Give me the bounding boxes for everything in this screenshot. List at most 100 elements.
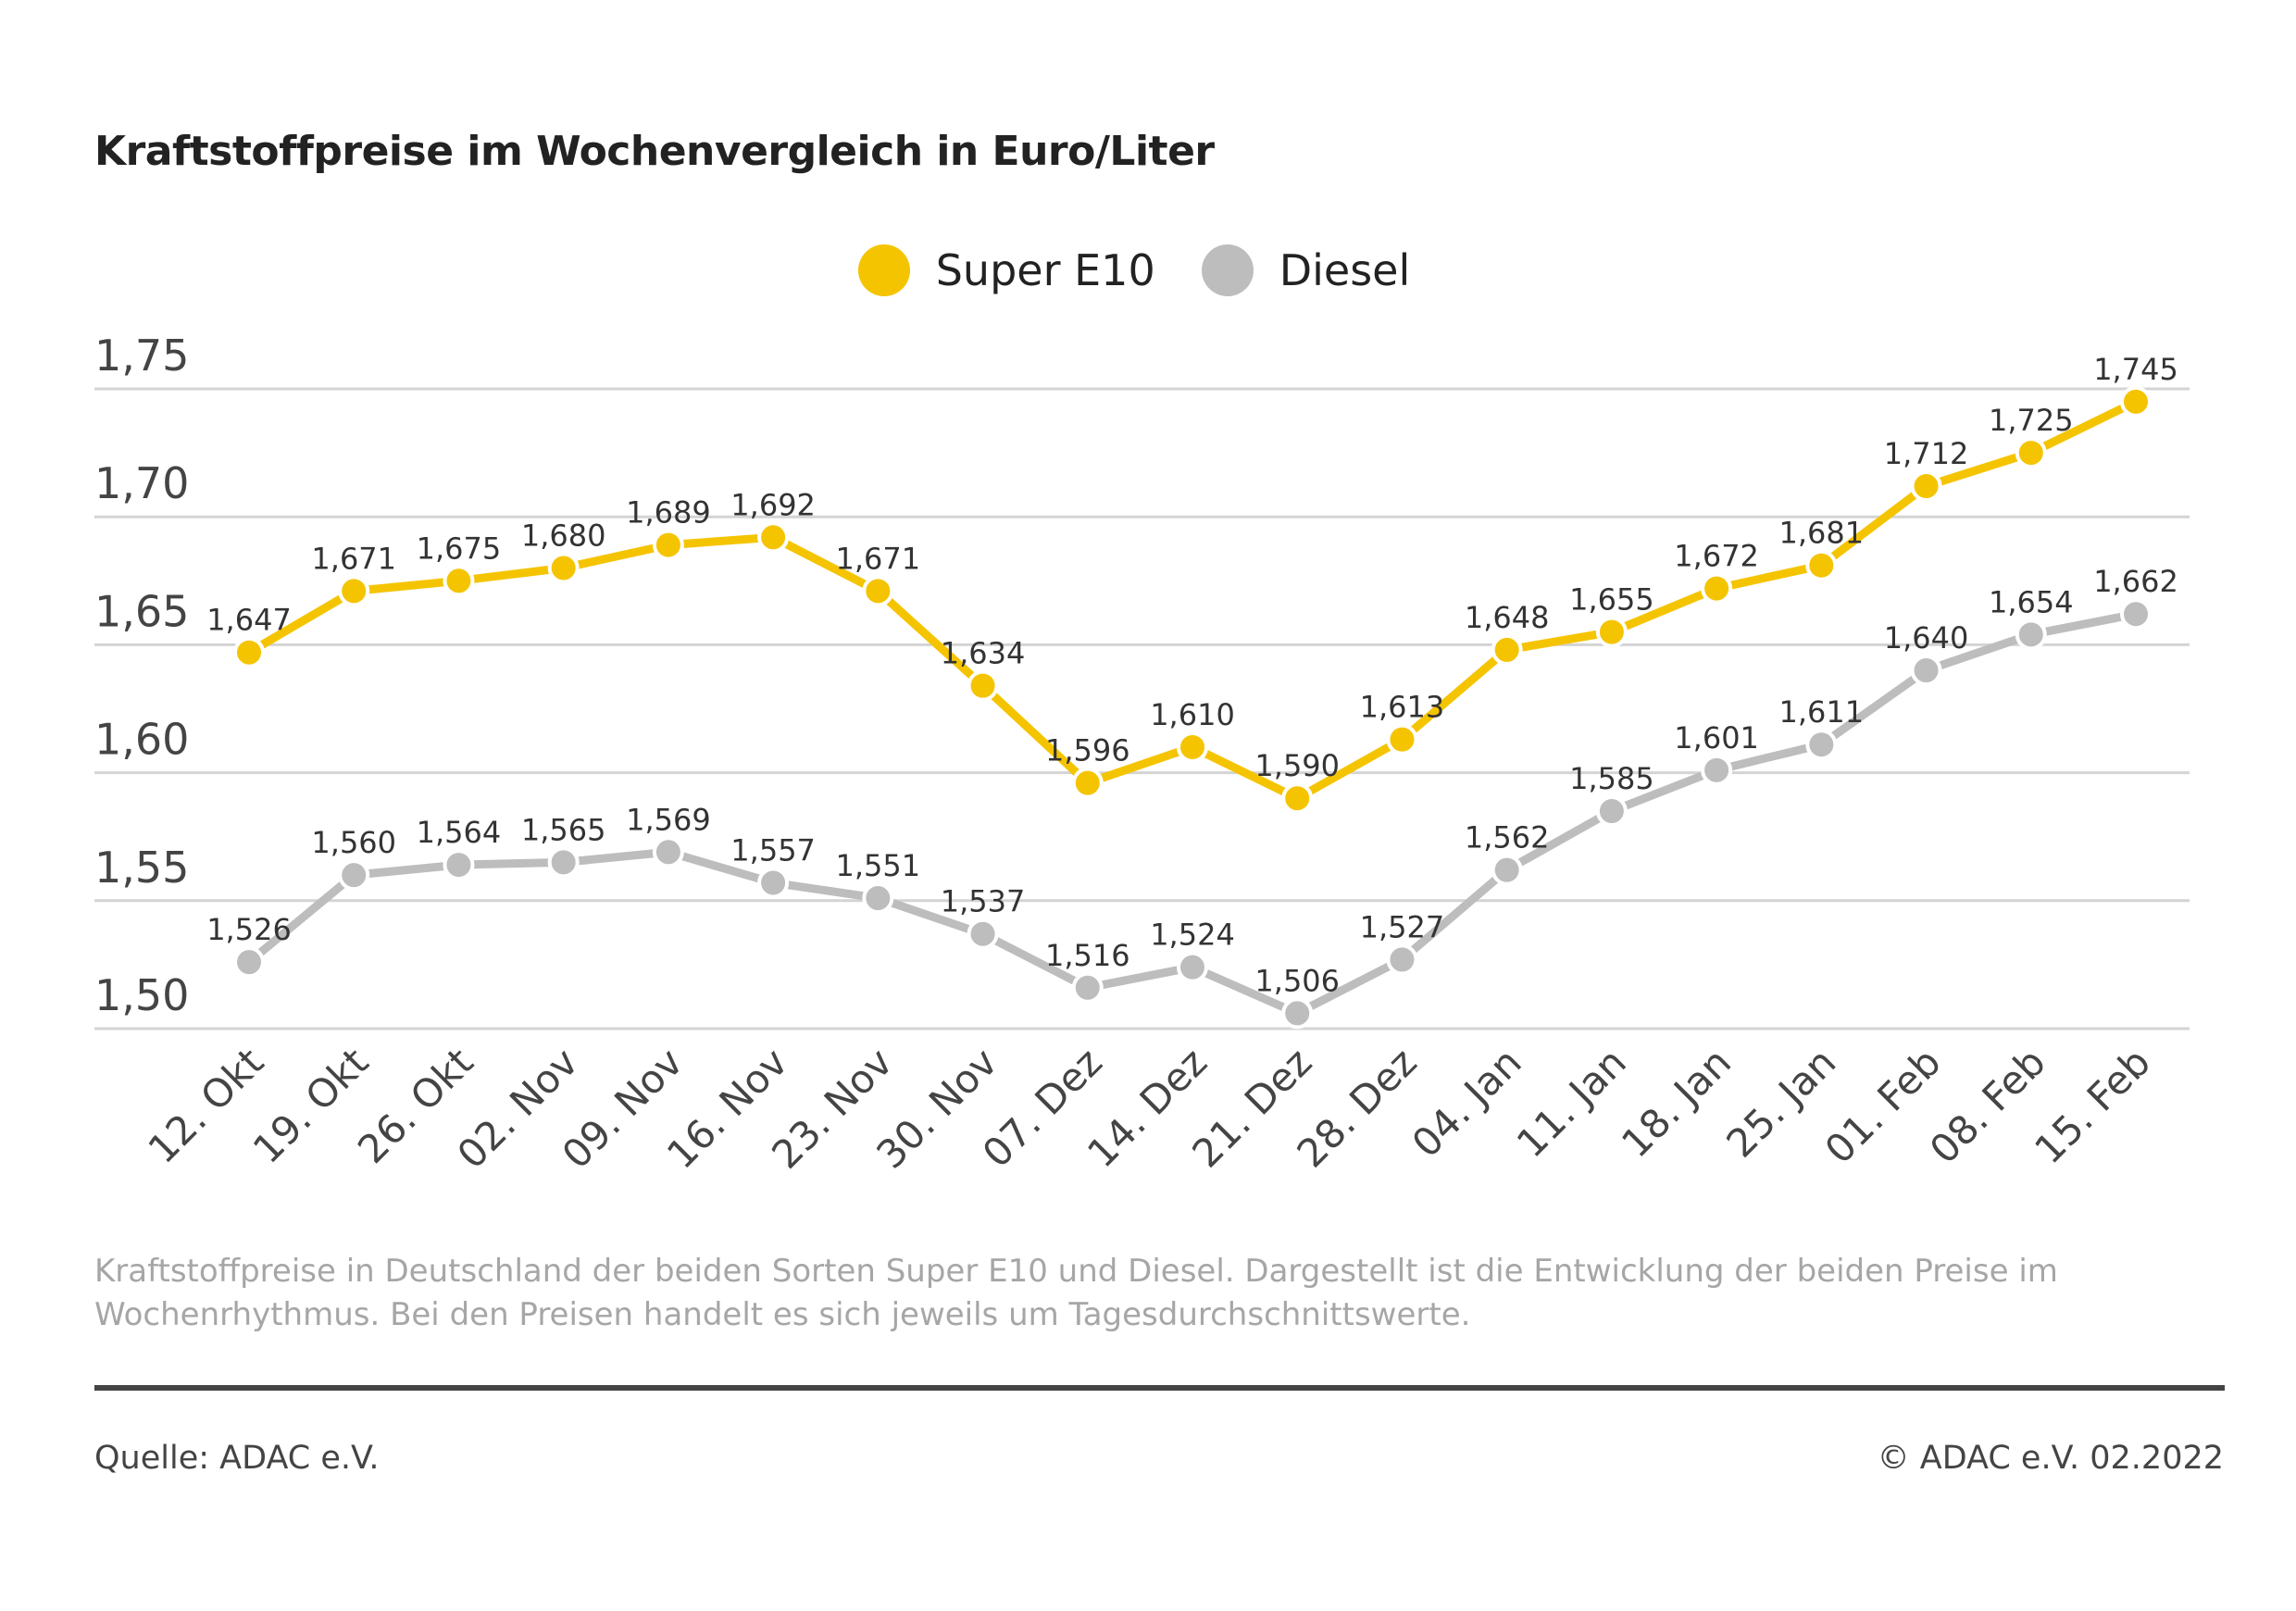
- data-point: [233, 636, 265, 668]
- data-label: 1,671: [836, 541, 921, 576]
- data-label: 1,562: [1465, 820, 1550, 855]
- data-label: 1,526: [206, 912, 292, 947]
- data-point: [1071, 767, 1104, 799]
- data-point: [443, 849, 475, 881]
- data-point: [1910, 655, 1942, 687]
- data-point: [1177, 951, 1208, 983]
- y-tick-label: 1,50: [94, 970, 189, 1020]
- data-label: 1,680: [521, 518, 606, 553]
- data-point: [967, 918, 999, 950]
- data-point: [652, 836, 684, 868]
- data-label: 1,560: [311, 825, 396, 860]
- data-point: [2120, 598, 2152, 631]
- data-label: 1,610: [1150, 697, 1235, 732]
- data-label: 1,524: [1150, 918, 1235, 953]
- data-point: [1701, 754, 1733, 786]
- data-label: 1,537: [941, 884, 1026, 919]
- data-label: 1,671: [311, 541, 396, 576]
- data-point: [2015, 618, 2047, 651]
- x-tick-label: 15. Feb: [2026, 1039, 2159, 1172]
- data-point: [1805, 549, 1838, 581]
- y-tick-label: 1,55: [94, 843, 189, 893]
- data-label: 1,557: [730, 832, 816, 868]
- footnote: Kraftstoffpreise in Deutschland der beid…: [94, 1253, 2058, 1333]
- data-label: 1,712: [1884, 436, 1969, 471]
- x-tick-label: 01. Feb: [1816, 1039, 1950, 1172]
- x-tick-label: 11. Jan: [1508, 1039, 1635, 1166]
- data-label: 1,662: [2093, 564, 2178, 599]
- data-point: [1701, 572, 1733, 605]
- legend-item-super-e10: Super E10: [857, 244, 1155, 296]
- data-point: [1910, 470, 1942, 503]
- data-point: [443, 565, 475, 597]
- data-point: [1491, 633, 1523, 666]
- legend-item-diesel: Diesel: [1201, 244, 1411, 296]
- divider: [94, 1385, 2225, 1391]
- data-point: [2015, 437, 2047, 469]
- x-tick-label: 08. Feb: [1921, 1039, 2054, 1172]
- data-point: [1386, 943, 1418, 976]
- data-point: [967, 669, 999, 702]
- data-point: [1595, 616, 1628, 648]
- data-label: 1,569: [626, 802, 711, 837]
- data-point: [547, 552, 580, 584]
- data-label: 1,655: [1569, 582, 1654, 618]
- data-label: 1,675: [417, 531, 502, 566]
- data-point: [338, 859, 370, 892]
- data-point: [1177, 731, 1208, 763]
- data-point: [2120, 385, 2152, 418]
- data-point: [757, 867, 790, 899]
- data-label: 1,601: [1674, 720, 1759, 756]
- x-tick-label: 04. Jan: [1404, 1039, 1530, 1166]
- data-point: [862, 882, 894, 915]
- data-label: 1,516: [1045, 938, 1130, 973]
- data-label: 1,565: [521, 812, 606, 847]
- data-label: 1,648: [1465, 600, 1550, 635]
- data-point: [1386, 723, 1418, 756]
- data-label: 1,692: [730, 487, 816, 522]
- legend-dot-diesel: [1201, 244, 1254, 296]
- legend-label-super-e10: Super E10: [935, 245, 1155, 295]
- data-point: [652, 529, 684, 561]
- data-point: [1281, 997, 1314, 1030]
- data-label: 1,654: [1989, 584, 2074, 619]
- data-point: [862, 575, 894, 607]
- legend: Super E10 Diesel: [0, 244, 2296, 296]
- source: Quelle: ADAC e.V.: [94, 1440, 380, 1477]
- data-label: 1,506: [1254, 963, 1340, 998]
- data-point: [1595, 795, 1628, 828]
- data-label: 1,590: [1254, 748, 1340, 783]
- x-tick-label: 19. Okt: [244, 1039, 378, 1172]
- data-label: 1,585: [1569, 761, 1654, 796]
- data-label: 1,647: [206, 603, 292, 638]
- data-point: [338, 575, 370, 607]
- data-label: 1,672: [1674, 539, 1759, 574]
- data-point: [233, 946, 265, 979]
- legend-dot-super-e10: [857, 244, 910, 296]
- y-tick-label: 1,65: [94, 586, 189, 636]
- copyright: © ADAC e.V. 02.2022: [1877, 1440, 2224, 1477]
- data-label: 1,745: [2093, 352, 2178, 387]
- data-label: 1,527: [1360, 909, 1445, 944]
- data-label: 1,640: [1884, 620, 1969, 656]
- data-point: [1071, 971, 1104, 1004]
- data-label: 1,689: [626, 495, 711, 531]
- chart-title: Kraftstoffpreise im Wochenvergleich in E…: [94, 128, 1215, 175]
- data-label: 1,681: [1779, 516, 1865, 551]
- y-tick-label: 1,60: [94, 715, 189, 765]
- data-label: 1,551: [836, 848, 921, 883]
- y-tick-label: 1,75: [94, 331, 189, 381]
- data-label: 1,725: [1989, 403, 2074, 438]
- data-point: [1805, 729, 1838, 761]
- data-label: 1,596: [1045, 733, 1130, 768]
- legend-label-diesel: Diesel: [1279, 245, 1411, 295]
- data-label: 1,564: [417, 815, 502, 850]
- data-point: [757, 521, 790, 554]
- data-point: [547, 846, 580, 879]
- data-point: [1281, 782, 1314, 815]
- data-label: 1,634: [941, 636, 1026, 671]
- data-label: 1,613: [1360, 690, 1445, 725]
- x-tick-label: 12. Okt: [140, 1039, 273, 1172]
- x-tick-label: 18. Jan: [1613, 1039, 1740, 1166]
